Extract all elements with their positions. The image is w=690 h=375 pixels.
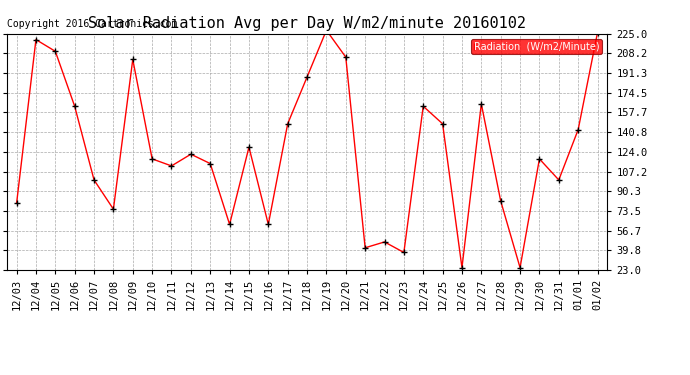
Text: Copyright 2016 Cartronics.com: Copyright 2016 Cartronics.com [7, 19, 177, 29]
Title: Solar Radiation Avg per Day W/m2/minute 20160102: Solar Radiation Avg per Day W/m2/minute … [88, 16, 526, 31]
Legend: Radiation  (W/m2/Minute): Radiation (W/m2/Minute) [471, 39, 602, 54]
